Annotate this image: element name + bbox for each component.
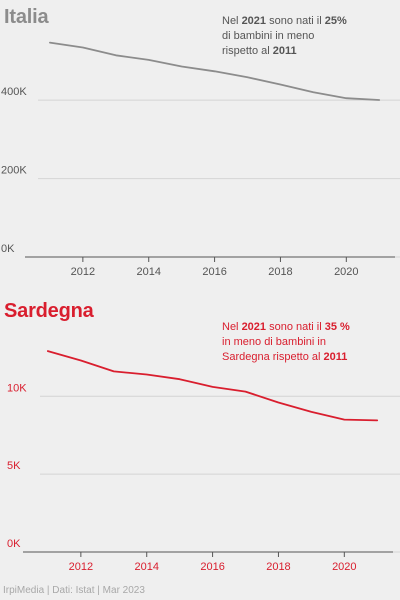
italia-xtick-label-2: 2016 xyxy=(202,266,226,278)
italia-ytick-label-2: 400K xyxy=(1,86,27,98)
sardegna-ytick-label-2: 10K xyxy=(7,382,27,394)
italia-annotation-line1: Nel 2021 sono nati il 25% xyxy=(222,15,347,27)
sardegna-xtick-label-2: 2016 xyxy=(200,561,224,573)
sardegna-xtick-label-1: 2014 xyxy=(134,561,158,573)
italia-xtick-label-3: 2018 xyxy=(268,266,292,278)
italia-xtick-label-1: 2014 xyxy=(136,266,160,278)
italia-ytick-label-1: 200K xyxy=(1,165,27,177)
sardegna-ytick-label-0: 0K xyxy=(7,538,21,550)
italia-annotation: Nel 2021 sono nati il 25% di bambini in … xyxy=(222,14,347,59)
sardegna-chart-title: Sardegna xyxy=(4,300,94,322)
footer-source: IrpiMedia | Dati: Istat | Mar 2023 xyxy=(3,585,145,596)
italia-annotation-line2: di bambini in meno xyxy=(222,30,315,42)
sardegna-annotation: Nel 2021 sono nati il 35 % in meno di ba… xyxy=(222,320,350,365)
sardegna-annotation-line1: Nel 2021 sono nati il 35 % xyxy=(222,321,350,333)
sardegna-xtick-label-3: 2018 xyxy=(266,561,290,573)
sardegna-annotation-line2: in meno di bambini in xyxy=(222,336,326,348)
sardegna-xtick-label-0: 2012 xyxy=(69,561,93,573)
italia-ytick-label-0: 0K xyxy=(1,243,15,255)
italia-xtick-label-0: 2012 xyxy=(71,266,95,278)
italia-line-chart: 0K 200K 400K 2012 2014 2016 2018 2020 xyxy=(1,41,400,278)
sardegna-xtick-label-4: 2020 xyxy=(332,561,356,573)
italia-series-line-0 xyxy=(49,41,381,101)
sardegna-ytick-label-1: 5K xyxy=(7,460,21,472)
italia-chart-title: Italia xyxy=(4,6,49,28)
sardegna-series-line-0 xyxy=(47,350,379,422)
sardegna-annotation-line3: Sardegna rispetto al 2011 xyxy=(222,351,348,363)
italia-xtick-label-4: 2020 xyxy=(334,266,358,278)
italia-annotation-line3: rispetto al 2011 xyxy=(222,45,297,57)
